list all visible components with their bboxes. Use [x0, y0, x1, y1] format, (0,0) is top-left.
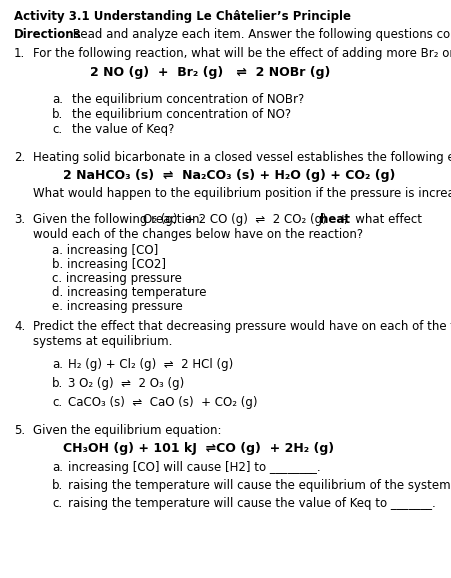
Text: raising the temperature will cause the equilibrium of the system to shift _____.: raising the temperature will cause the e…: [68, 479, 451, 492]
Text: CH₃OH (g) + 101 kJ  ⇌CO (g)  + 2H₂ (g): CH₃OH (g) + 101 kJ ⇌CO (g) + 2H₂ (g): [63, 442, 334, 455]
Text: c.: c.: [52, 497, 62, 510]
Text: a. increasing [CO]: a. increasing [CO]: [52, 244, 158, 257]
Text: H₂ (g) + Cl₂ (g)  ⇌  2 HCl (g): H₂ (g) + Cl₂ (g) ⇌ 2 HCl (g): [68, 358, 233, 371]
Text: the value of Keq?: the value of Keq?: [72, 123, 175, 136]
Text: Given the equilibrium equation:: Given the equilibrium equation:: [33, 424, 221, 437]
Text: Predict the effect that decreasing pressure would have on each of the following : Predict the effect that decreasing press…: [33, 320, 451, 333]
Text: Given the following reaction:: Given the following reaction:: [33, 213, 203, 226]
Text: What would happen to the equilibrium position if the pressure is increased?: What would happen to the equilibrium pos…: [33, 187, 451, 200]
Text: c.: c.: [52, 123, 62, 136]
Text: Activity 3.1 Understanding Le Châtelier’s Principle: Activity 3.1 Understanding Le Châtelier’…: [14, 10, 351, 23]
Text: 5.: 5.: [14, 424, 25, 437]
Text: O₂ (g)  + 2 CO (g)  ⇌  2 CO₂ (g)   +: O₂ (g) + 2 CO (g) ⇌ 2 CO₂ (g) +: [143, 213, 352, 226]
Text: a.: a.: [52, 93, 63, 106]
Text: raising the temperature will cause the value of Keq to _______.: raising the temperature will cause the v…: [68, 497, 436, 510]
Text: c. increasing pressure: c. increasing pressure: [52, 272, 182, 285]
Text: : Read and analyze each item. Answer the following questions correctly.: : Read and analyze each item. Answer the…: [65, 28, 451, 41]
Text: the equilibrium concentration of NO?: the equilibrium concentration of NO?: [72, 108, 291, 121]
Text: 2 NaHCO₃ (s)  ⇌  Na₂CO₃ (s) + H₂O (g) + CO₂ (g): 2 NaHCO₃ (s) ⇌ Na₂CO₃ (s) + H₂O (g) + CO…: [63, 169, 396, 182]
Text: CaCO₃ (s)  ⇌  CaO (s)  + CO₂ (g): CaCO₃ (s) ⇌ CaO (s) + CO₂ (g): [68, 396, 258, 409]
Text: a.: a.: [52, 461, 63, 474]
Text: Directions: Directions: [14, 28, 82, 41]
Text: systems at equilibrium.: systems at equilibrium.: [33, 335, 172, 348]
Text: d. increasing temperature: d. increasing temperature: [52, 286, 207, 299]
Text: b.: b.: [52, 377, 63, 390]
Text: heat: heat: [320, 213, 350, 226]
Text: increasing [CO] will cause [H2] to ________.: increasing [CO] will cause [H2] to _____…: [68, 461, 321, 474]
Text: a.: a.: [52, 358, 63, 371]
Text: b.: b.: [52, 108, 63, 121]
Text: 3.: 3.: [14, 213, 25, 226]
Text: e. increasing pressure: e. increasing pressure: [52, 300, 183, 313]
Text: 3 O₂ (g)  ⇌  2 O₃ (g): 3 O₂ (g) ⇌ 2 O₃ (g): [68, 377, 184, 390]
Text: c.: c.: [52, 396, 62, 409]
Text: 2 NO (g)  +  Br₂ (g)   ⇌  2 NOBr (g): 2 NO (g) + Br₂ (g) ⇌ 2 NOBr (g): [90, 66, 331, 79]
Text: 1.: 1.: [14, 47, 25, 60]
Text: would each of the changes below have on the reaction?: would each of the changes below have on …: [33, 228, 363, 241]
Text: b.: b.: [52, 479, 63, 492]
Text: ,  what effect: , what effect: [344, 213, 422, 226]
Text: the equilibrium concentration of NOBr?: the equilibrium concentration of NOBr?: [72, 93, 304, 106]
Text: Heating solid bicarbonate in a closed vessel establishes the following equilibri: Heating solid bicarbonate in a closed ve…: [33, 151, 451, 164]
Text: For the following reaction, what will be the effect of adding more Br₂ on:: For the following reaction, what will be…: [33, 47, 451, 60]
Text: b. increasing [CO2]: b. increasing [CO2]: [52, 258, 166, 271]
Text: 4.: 4.: [14, 320, 25, 333]
Text: 2.: 2.: [14, 151, 25, 164]
